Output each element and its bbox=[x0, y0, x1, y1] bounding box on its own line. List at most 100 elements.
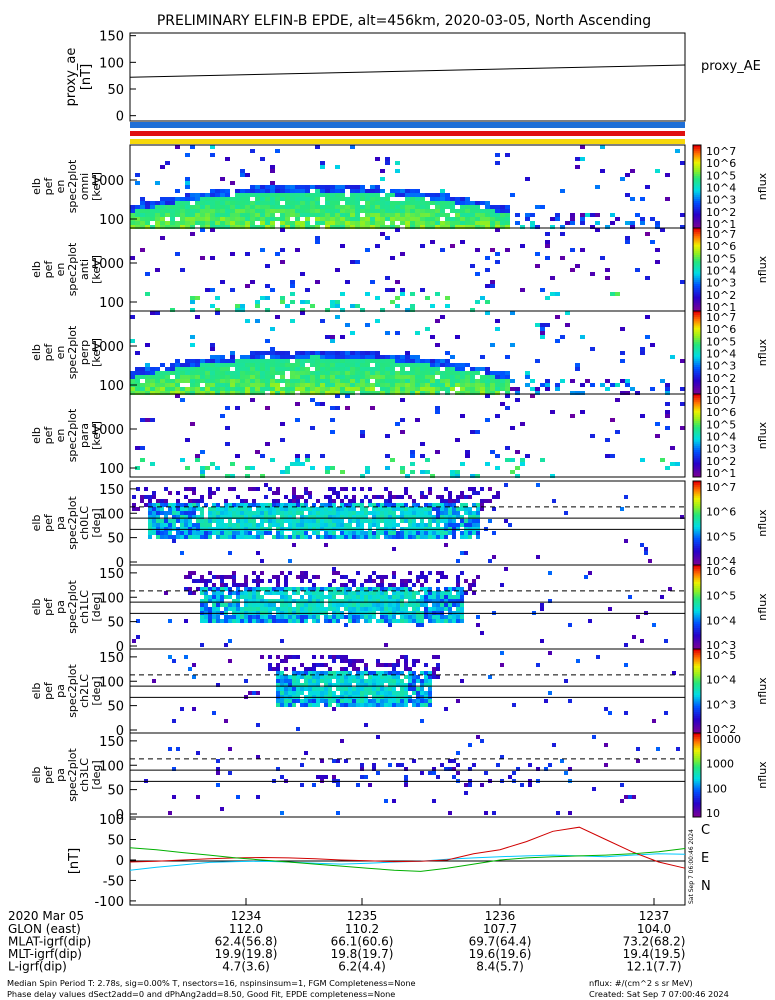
pitch-angle-cell bbox=[348, 619, 352, 623]
spectrogram-cell bbox=[280, 375, 285, 379]
spectrogram-cell bbox=[490, 387, 495, 391]
pitch-angle-cell bbox=[212, 575, 216, 579]
colorbar-segment bbox=[693, 163, 701, 167]
pitch-angle-cell bbox=[284, 495, 288, 499]
pitch-angle-cell bbox=[212, 503, 216, 507]
spectrogram-cell bbox=[420, 363, 425, 367]
spectrogram-cell bbox=[175, 205, 180, 209]
pitch-angle-cell bbox=[324, 495, 328, 499]
spectrogram-cell bbox=[315, 383, 320, 387]
spectrogram-cell bbox=[375, 379, 380, 383]
pitch-angle-cell bbox=[272, 499, 276, 503]
spectrogram-cell bbox=[610, 418, 615, 422]
spectrogram-cell bbox=[255, 304, 260, 308]
spectrogram-cell bbox=[285, 466, 290, 470]
spectrogram-cell bbox=[265, 363, 270, 367]
pitch-angle-cell bbox=[208, 615, 212, 619]
spectrogram-cell bbox=[265, 442, 270, 446]
spectrogram-cell bbox=[605, 268, 610, 272]
panel-ylabel-line: pa bbox=[54, 768, 67, 782]
spectrogram-cell bbox=[210, 363, 215, 367]
colorbar-segment bbox=[693, 460, 701, 463]
pitch-angle-cell bbox=[292, 699, 296, 703]
pitch-angle-cell bbox=[340, 535, 344, 539]
spectrogram-cell bbox=[175, 213, 180, 217]
pitch-angle-cell bbox=[244, 679, 248, 683]
spectrogram-cell bbox=[575, 264, 580, 268]
colorbar-segment bbox=[693, 510, 701, 513]
colorbar-segment bbox=[693, 364, 701, 368]
spectrogram-cell bbox=[280, 197, 285, 201]
pitch-angle-cell bbox=[336, 619, 340, 623]
spectrogram-cell bbox=[235, 193, 240, 197]
colorbar-segment bbox=[693, 462, 701, 466]
pitch-angle-cell bbox=[408, 683, 412, 687]
pitch-angle-cell bbox=[420, 595, 424, 599]
spectrogram-cell bbox=[395, 375, 400, 379]
pitch-angle-cell bbox=[232, 591, 236, 595]
pitch-angle-cell bbox=[252, 579, 256, 583]
spectrogram-cell bbox=[330, 185, 335, 189]
spectrogram-cell bbox=[545, 256, 550, 260]
pitch-angle-cell bbox=[568, 811, 572, 815]
pitch-angle-cell bbox=[216, 591, 220, 595]
spectrogram-cell bbox=[350, 260, 355, 264]
spectrogram-cell bbox=[490, 379, 495, 383]
spectrogram-cell bbox=[170, 197, 175, 201]
pitch-angle-cell bbox=[372, 523, 376, 527]
pitch-angle-cell bbox=[452, 615, 456, 619]
pitch-angle-cell bbox=[356, 535, 360, 539]
pitch-angle-cell bbox=[392, 683, 396, 687]
pitch-angle-cell bbox=[368, 687, 372, 691]
spectrogram-cell bbox=[175, 221, 180, 225]
spectrogram-cell bbox=[290, 201, 295, 205]
spectrogram-cell bbox=[305, 288, 310, 292]
colorbar-segment bbox=[693, 429, 701, 432]
spectrogram-cell bbox=[375, 221, 380, 225]
pitch-angle-cell bbox=[464, 551, 468, 555]
pitch-angle-cell bbox=[332, 531, 336, 535]
pitch-angle-cell bbox=[260, 587, 264, 591]
pitch-angle-cell bbox=[348, 511, 352, 515]
spectrogram-cell bbox=[270, 371, 275, 375]
pitch-angle-cell bbox=[240, 519, 244, 523]
spectrogram-cell bbox=[365, 193, 370, 197]
spectrogram-cell bbox=[335, 367, 340, 371]
spectrogram-cell bbox=[335, 355, 340, 359]
colorbar-tick-label: 10^4 bbox=[706, 265, 736, 278]
ephemeris-label: MLT-igrf(dip) bbox=[8, 947, 82, 961]
pitch-angle-cell bbox=[332, 675, 336, 679]
pitch-angle-cell bbox=[216, 523, 220, 527]
pitch-angle-cell bbox=[180, 707, 184, 711]
pitch-angle-cell bbox=[464, 519, 468, 523]
spectrogram-cell bbox=[295, 462, 300, 466]
spectrogram-cell bbox=[505, 387, 510, 391]
pitch-angle-cell bbox=[440, 595, 444, 599]
pitch-angle-cell bbox=[168, 511, 172, 515]
field-trace-e bbox=[129, 826, 686, 869]
pitch-angle-cell bbox=[200, 531, 204, 535]
pitch-angle-cell bbox=[252, 519, 256, 523]
spectrogram-cell bbox=[305, 371, 310, 375]
pitch-angle-cell bbox=[292, 687, 296, 691]
pitch-angle-cell bbox=[184, 507, 188, 511]
pitch-angle-cell bbox=[416, 615, 420, 619]
spectrogram-cell bbox=[200, 450, 205, 454]
pitch-angle-cell bbox=[236, 531, 240, 535]
pitch-angle-cell bbox=[284, 703, 288, 707]
pitch-angle-cell bbox=[388, 699, 392, 703]
spectrogram-cell bbox=[160, 197, 165, 201]
colorbar-segment bbox=[693, 294, 701, 297]
pitch-angle-cell bbox=[192, 511, 196, 515]
pitch-angle-cell bbox=[204, 503, 208, 507]
pitch-angle-cell bbox=[372, 683, 376, 687]
spectrogram-cell bbox=[380, 177, 385, 181]
pitch-angle-cell bbox=[348, 615, 352, 619]
pitch-angle-cell bbox=[264, 531, 268, 535]
pitch-angle-cell bbox=[356, 667, 360, 671]
colorbar-segment bbox=[693, 261, 701, 264]
colorbar-segment bbox=[693, 447, 701, 451]
pitch-angle-cell bbox=[428, 607, 432, 611]
pitch-angle-cell bbox=[288, 683, 292, 687]
pitch-angle-cell bbox=[452, 767, 456, 771]
